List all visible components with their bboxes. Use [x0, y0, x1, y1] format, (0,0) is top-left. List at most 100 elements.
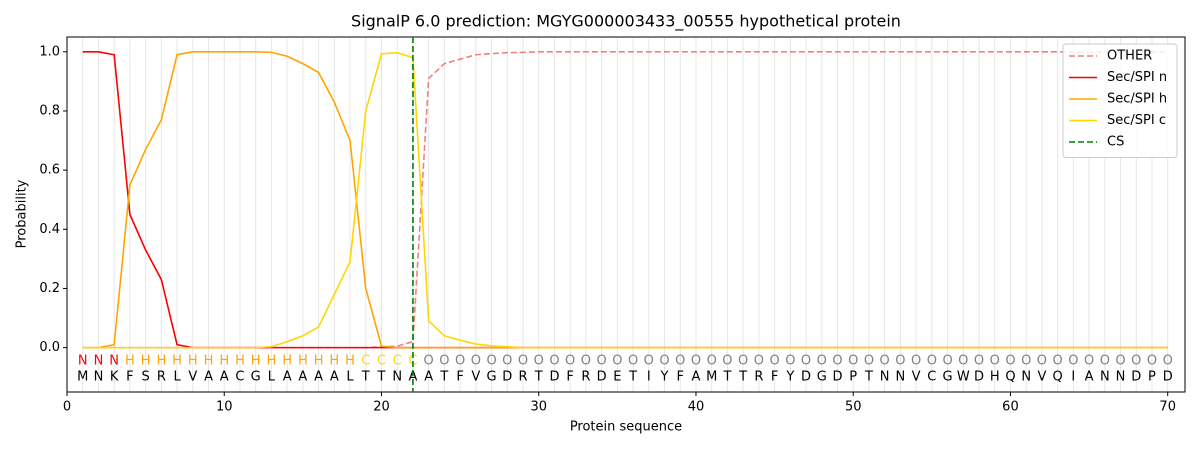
region-label: O [1037, 354, 1047, 369]
residue-label: L [173, 370, 181, 385]
region-label: O [534, 354, 544, 369]
residue-label: T [864, 370, 873, 385]
residue-label: L [346, 370, 354, 385]
residue-label: D [549, 370, 559, 385]
residue-label: G [817, 370, 827, 385]
x-tick-label: 20 [373, 400, 390, 415]
legend-label: Sec/SPI n [1107, 70, 1167, 85]
residue-label: A [1085, 370, 1094, 385]
region-label: O [1147, 354, 1157, 369]
residue-label: M [706, 370, 717, 385]
region-label: O [895, 354, 905, 369]
residue-label: V [188, 370, 197, 385]
x-tick-label: 0 [63, 400, 71, 415]
residue-label: D [974, 370, 984, 385]
region-label: O [942, 354, 952, 369]
region-label: O [1005, 354, 1015, 369]
region-label: O [1100, 354, 1110, 369]
residue-label: F [771, 370, 778, 385]
region-label: C [377, 354, 386, 369]
region-label: O [659, 354, 669, 369]
region-label: H [188, 354, 198, 369]
residue-label: Q [1053, 370, 1063, 385]
residue-label: E [613, 370, 621, 385]
residue-label: P [1148, 370, 1156, 385]
region-label: H [141, 354, 151, 369]
region-label: O [1021, 354, 1031, 369]
region-label: O [549, 354, 559, 369]
region-label: O [707, 354, 717, 369]
y-tick-label: 0.8 [39, 103, 60, 118]
residue-label: D [801, 370, 811, 385]
region-label: O [974, 354, 984, 369]
residue-label: C [927, 370, 936, 385]
residue-label: D [597, 370, 607, 385]
y-tick-label: 0.0 [39, 340, 60, 355]
region-label: O [518, 354, 528, 369]
residue-label: K [110, 370, 119, 385]
residue-label: A [692, 370, 701, 385]
y-tick-label: 0.4 [39, 222, 60, 237]
region-label: O [1115, 354, 1125, 369]
region-label: O [817, 354, 827, 369]
x-tick-label: 70 [1159, 400, 1176, 415]
region-label: C [393, 354, 402, 369]
legend-box [1062, 43, 1178, 158]
region-label: O [424, 354, 434, 369]
region-label: O [1053, 354, 1063, 369]
residue-label: I [647, 370, 651, 385]
region-label: H [251, 354, 261, 369]
residue-label: W [957, 370, 970, 385]
region-label: O [486, 354, 496, 369]
region-label: H [204, 354, 214, 369]
series-line [82, 50, 1168, 349]
region-label: O [1131, 354, 1141, 369]
residue-label: I [1071, 370, 1075, 385]
region-label: N [78, 354, 88, 369]
residue-label: A [204, 370, 213, 385]
legend: OTHER Sec/SPI n Sec/SPI h Sec/SPI c CS [1062, 43, 1178, 158]
y-tick-label: 0.6 [39, 163, 60, 178]
region-label: O [1163, 354, 1173, 369]
residue-label: F [456, 370, 463, 385]
region-label: H [235, 354, 245, 369]
residue-label: N [880, 370, 890, 385]
region-label: H [125, 354, 135, 369]
region-label: O [738, 354, 748, 369]
region-label: H [345, 354, 355, 369]
residue-label: F [566, 370, 573, 385]
residue-label: D [1131, 370, 1141, 385]
region-label: O [848, 354, 858, 369]
residue-label: T [361, 370, 370, 385]
region-label: O [471, 354, 481, 369]
residue-label: A [408, 370, 417, 385]
region-label: H [219, 354, 229, 369]
region-label: O [455, 354, 465, 369]
residue-label: R [581, 370, 590, 385]
region-label: O [722, 354, 732, 369]
residue-label: A [330, 370, 339, 385]
residue-label: R [518, 370, 527, 385]
residue-label: Y [785, 370, 794, 385]
residue-label: G [943, 370, 953, 385]
y-tick-label: 1.0 [39, 44, 60, 59]
residue-label: N [392, 370, 402, 385]
x-axis-label: Protein sequence [570, 420, 682, 435]
residue-label: H [990, 370, 1000, 385]
region-label: O [502, 354, 512, 369]
residue-label: F [677, 370, 684, 385]
region-label: O [581, 354, 591, 369]
residue-label: N [896, 370, 906, 385]
region-label: H [267, 354, 277, 369]
region-label: H [298, 354, 308, 369]
residue-label: T [439, 370, 448, 385]
residue-label: N [1100, 370, 1110, 385]
region-label: O [612, 354, 622, 369]
region-label: O [880, 354, 890, 369]
x-tick-label: 40 [688, 400, 705, 415]
region-label: O [769, 354, 779, 369]
legend-label: Sec/SPI h [1107, 92, 1167, 107]
region-label: O [832, 354, 842, 369]
region-label: H [314, 354, 324, 369]
